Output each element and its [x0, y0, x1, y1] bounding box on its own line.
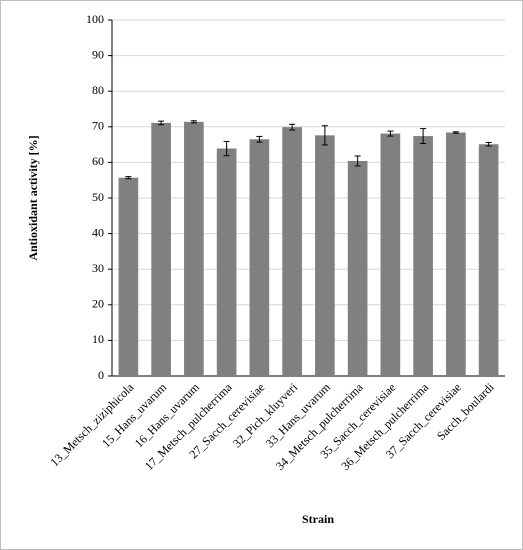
error-bar — [485, 141, 492, 147]
y-tick-label: 70 — [92, 119, 104, 133]
bar — [315, 135, 335, 376]
y-tick-label: 60 — [92, 154, 104, 168]
error-bar — [354, 155, 361, 167]
bar — [347, 160, 368, 376]
y-tick-label: 100 — [86, 12, 104, 26]
error-bar — [223, 140, 230, 157]
error-bar — [125, 176, 132, 180]
bar — [478, 144, 499, 376]
error-bar — [452, 131, 459, 134]
y-tick-label: 80 — [92, 83, 104, 97]
bar — [446, 132, 466, 376]
bar — [216, 148, 237, 376]
y-tick-label: 50 — [92, 190, 104, 204]
y-tick-label: 30 — [92, 261, 104, 275]
x-axis-title: Strain — [302, 512, 334, 526]
y-tick-label: 90 — [92, 47, 104, 61]
y-tick-label: 0 — [98, 368, 104, 382]
bar — [380, 133, 401, 376]
error-bar — [190, 120, 197, 124]
bar — [118, 177, 139, 376]
error-bar — [420, 128, 427, 145]
bar — [282, 127, 302, 376]
error-bar — [256, 135, 263, 143]
bar — [413, 136, 433, 376]
error-bar — [321, 125, 328, 146]
error-bar — [158, 120, 165, 126]
y-tick-label: 10 — [92, 332, 104, 346]
y-axis-title: Antioxidant activity [%] — [26, 135, 40, 260]
bar — [184, 121, 204, 376]
y-tick-label: 20 — [92, 297, 104, 311]
error-bar — [387, 130, 394, 137]
y-tick-label: 40 — [92, 225, 104, 239]
bar — [151, 122, 171, 376]
bar — [249, 139, 270, 376]
error-bar — [289, 123, 296, 131]
